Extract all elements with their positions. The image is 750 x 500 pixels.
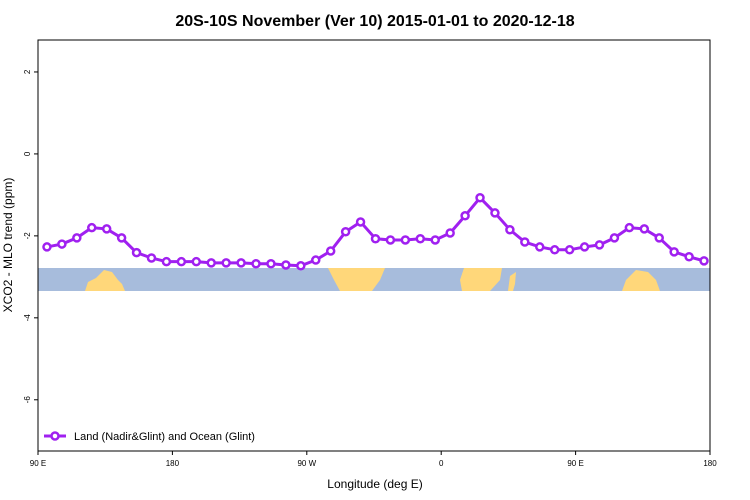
point (266, 258, 276, 269)
point (490, 208, 500, 218)
point (385, 235, 396, 245)
point (355, 217, 366, 227)
x-tick-label: 180 (166, 459, 180, 468)
point (42, 242, 52, 252)
point (475, 193, 485, 203)
point (579, 242, 590, 252)
y-tick-label: -2 (23, 232, 32, 240)
series-line (46, 195, 705, 268)
x-tick-label: 0 (439, 459, 444, 468)
point (684, 252, 694, 262)
point (311, 255, 321, 265)
point (370, 233, 381, 244)
point (535, 242, 545, 252)
legend-marker (50, 431, 60, 441)
point (445, 228, 455, 238)
y-tick-label: -4 (23, 314, 32, 322)
point (251, 258, 261, 269)
point (87, 222, 97, 233)
point (325, 246, 336, 256)
y-tick-label: 2 (23, 69, 32, 74)
x-tick-label: 90 E (567, 459, 583, 468)
point (191, 256, 202, 267)
point (400, 235, 411, 245)
point (594, 240, 605, 250)
x-tick-label: 180 (703, 459, 717, 468)
point (221, 258, 231, 268)
point (699, 256, 709, 266)
point (505, 224, 515, 235)
point (564, 245, 575, 255)
point (549, 245, 560, 255)
point (430, 235, 440, 245)
point (236, 258, 246, 268)
y-tick-label: -6 (23, 396, 32, 404)
point (654, 233, 664, 243)
point (176, 256, 187, 267)
point (639, 224, 650, 234)
map-strip (38, 268, 710, 291)
point (57, 239, 67, 249)
x-axis-label: Longitude (deg E) (327, 477, 422, 491)
x-tick-label: 90 E (30, 459, 46, 468)
point (281, 260, 291, 270)
point (116, 233, 127, 243)
y-axis-label: XCO2 - MLO trend (ppm) (1, 178, 15, 313)
point (161, 256, 172, 267)
plot-frame (37, 39, 711, 452)
point (415, 233, 426, 244)
point (146, 253, 157, 263)
point (206, 258, 216, 268)
point (460, 211, 470, 221)
point (101, 224, 112, 234)
chart-title: 20S-10S November (Ver 10) 2015-01-01 to … (175, 13, 574, 30)
point (131, 247, 142, 258)
point (624, 222, 635, 233)
point (669, 247, 679, 257)
point (340, 227, 351, 237)
point (520, 237, 530, 247)
point (296, 261, 306, 271)
y-tick-label: 0 (23, 151, 32, 156)
legend-label: Land (Nadir&Glint) and Ocean (Glint) (74, 431, 255, 443)
point (609, 233, 620, 243)
point (72, 233, 82, 243)
x-tick-label: 90 W (297, 459, 316, 468)
